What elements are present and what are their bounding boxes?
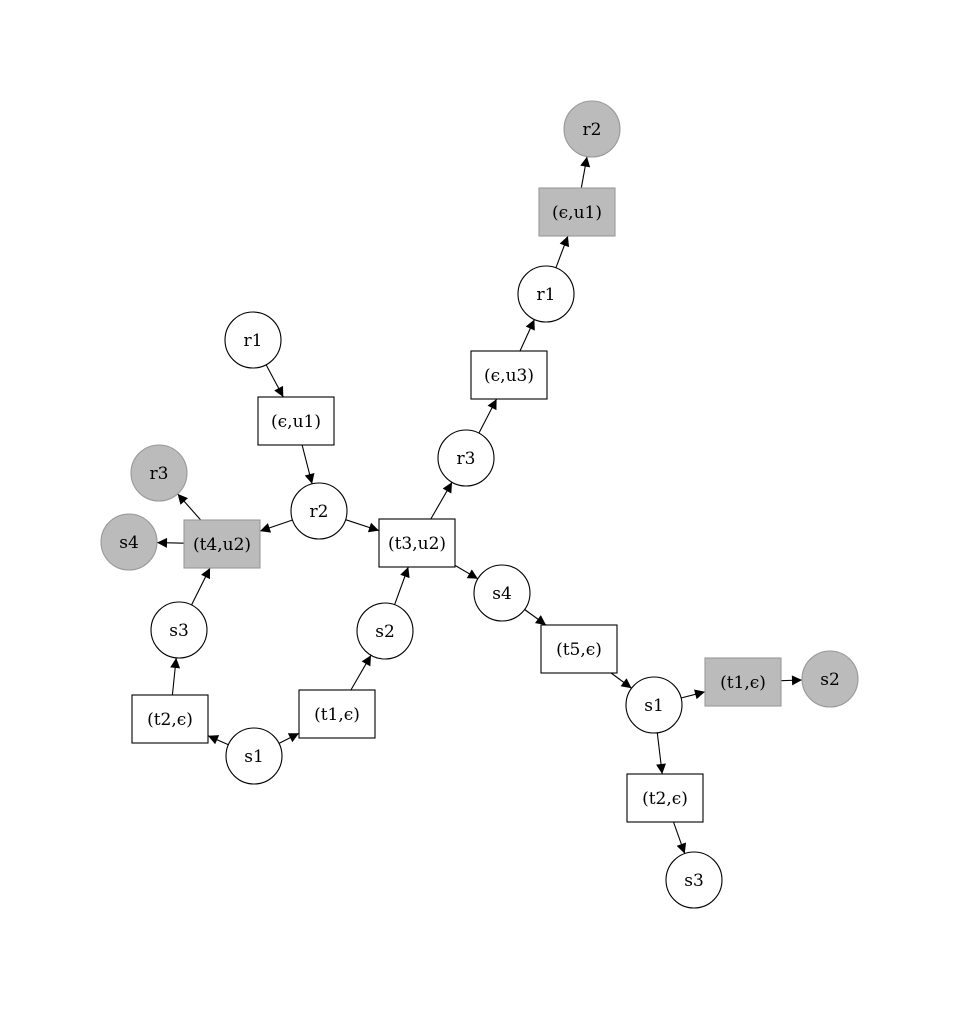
transition-node-t2-eps-t2e_left: (t2,ϵ) (131, 694, 209, 744)
edge-t4u2-to-r3_gray (177, 493, 202, 521)
transition-node-t4-u2-t4u2: (t4,u2) (183, 519, 261, 569)
transition-box (183, 519, 261, 569)
transition-box (538, 187, 616, 237)
place-node-r3-r3_gray: r3 (130, 444, 188, 502)
place-circle (563, 100, 621, 158)
place-node-s1-s1_right: s1 (625, 676, 683, 734)
edge-eu3-to-r1_right (519, 319, 535, 352)
node-label: (t1,ϵ) (314, 705, 360, 725)
nodes-layer: r2 (ϵ,u1) r1 (ϵ,u3) r3 r1 (ϵ,u1) r3 r2 s4 (t4,u2) (… (100, 100, 859, 909)
place-circle (130, 444, 188, 502)
node-label: (t2,ϵ) (147, 710, 193, 730)
edge-r2_mid-to-t3u2 (345, 519, 380, 533)
edge-t1e_gray-to-s2_gray (780, 675, 803, 686)
transition-box (704, 657, 782, 707)
transition-node-t1-eps-t1e_left: (t1,ϵ) (298, 689, 376, 739)
node-label: r1 (244, 331, 263, 351)
edge-eu1_top-to-r2_top (580, 156, 591, 189)
transition-node-eps-u1-eu1_top: (ϵ,u1) (538, 187, 616, 237)
edge-s1_left-to-t1e_left (278, 732, 300, 744)
edge-s2_mid-to-t3u2 (394, 566, 410, 605)
transition-box (378, 518, 456, 568)
node-label: s1 (644, 696, 664, 716)
place-circle (625, 676, 683, 734)
place-node-s2-s2_mid: s2 (356, 602, 414, 660)
transition-box (540, 624, 618, 674)
node-label: (t1,ϵ) (720, 673, 766, 693)
edge-t3u2-to-s4_right (454, 564, 479, 580)
place-node-s4-s4_right: s4 (473, 564, 531, 622)
place-circle (801, 650, 859, 708)
node-label: r2 (583, 120, 602, 140)
place-node-s3-s3_left: s3 (150, 601, 208, 659)
node-label: s3 (684, 871, 704, 891)
transition-node-t2-eps-t2e_right: (t2,ϵ) (626, 773, 704, 823)
node-label: (ϵ,u1) (552, 203, 602, 223)
place-circle (437, 429, 495, 487)
place-node-s1-s1_left: s1 (225, 727, 283, 785)
transition-box (298, 689, 376, 739)
transition-node-t5-eps-t5e: (t5,ϵ) (540, 624, 618, 674)
node-label: s4 (492, 584, 512, 604)
place-node-r3-r3_mid: r3 (437, 429, 495, 487)
place-node-r2-r2_mid: r2 (290, 482, 348, 540)
place-node-r1-r1_left: r1 (224, 311, 282, 369)
edge-t1e_left-to-s2_mid (350, 654, 372, 691)
place-circle (150, 601, 208, 659)
edge-r3_mid-to-eu3 (478, 398, 498, 434)
transition-box (626, 773, 704, 823)
edges-layer (156, 156, 803, 854)
transition-box (131, 694, 209, 744)
place-node-r2-r2_top: r2 (563, 100, 621, 158)
node-label: (t3,u2) (388, 534, 446, 554)
node-label: r3 (150, 464, 169, 484)
edge-r1_right-to-eu1_top (555, 235, 570, 268)
edge-s3_left-to-t4u2 (191, 567, 211, 606)
place-node-s4-s4_gray: s4 (100, 513, 158, 571)
transition-node-eps-u1-eu1_left: (ϵ,u1) (257, 396, 335, 446)
node-label: r3 (457, 449, 476, 469)
place-circle (665, 851, 723, 909)
place-circle (517, 265, 575, 323)
edge-r2_mid-to-t4u2 (259, 519, 293, 533)
edge-t3u2-to-r3_mid (430, 482, 453, 520)
node-label: r2 (310, 502, 329, 522)
transition-box (470, 350, 548, 400)
place-circle (356, 602, 414, 660)
node-label: s2 (375, 622, 395, 642)
transition-node-t3-u2-t3u2: (t3,u2) (378, 518, 456, 568)
node-label: s2 (820, 670, 840, 690)
node-label: s3 (169, 621, 189, 641)
edge-s4_right-to-t5e (524, 609, 547, 626)
node-label: r1 (537, 285, 556, 305)
place-circle (473, 564, 531, 622)
edge-t2e_right-to-s3_bottom (672, 821, 687, 854)
node-label: (t4,u2) (193, 535, 251, 555)
edge-t2e_left-to-s3_left (170, 657, 181, 696)
place-node-r1-r1_right: r1 (517, 265, 575, 323)
place-node-s3-s3_bottom: s3 (665, 851, 723, 909)
transition-node-t1-eps-t1e_gray: (t1,ϵ) (704, 657, 782, 707)
transition-node-eps-u3-eu3: (ϵ,u3) (470, 350, 548, 400)
edge-s1_right-to-t1e_gray (680, 689, 706, 700)
place-circle (224, 311, 282, 369)
edge-s1_left-to-t2e_left (207, 735, 229, 746)
node-label: (t2,ϵ) (642, 789, 688, 809)
place-circle (290, 482, 348, 540)
node-label: (t5,ϵ) (556, 640, 602, 660)
place-circle (225, 727, 283, 785)
place-circle (100, 513, 158, 571)
edge-t5e-to-s1_right (610, 672, 632, 689)
transition-box (257, 396, 335, 446)
node-label: s1 (244, 747, 264, 767)
node-label: (ϵ,u3) (484, 366, 534, 386)
edge-s1_right-to-t2e_right (656, 732, 666, 775)
node-label: s4 (119, 533, 139, 553)
edge-t4u2-to-s4_gray (156, 537, 185, 548)
node-label: (ϵ,u1) (271, 412, 321, 432)
edge-eu1_left-to-r2_mid (301, 444, 315, 485)
edge-r1_left-to-eu1_left (265, 364, 284, 398)
place-node-s2-s2_gray: s2 (801, 650, 859, 708)
